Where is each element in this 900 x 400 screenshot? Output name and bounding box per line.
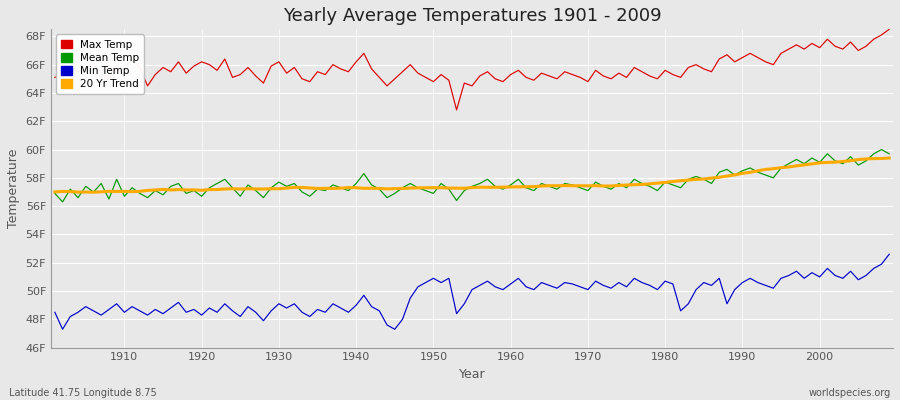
Y-axis label: Temperature: Temperature: [7, 149, 20, 228]
Text: Latitude 41.75 Longitude 8.75: Latitude 41.75 Longitude 8.75: [9, 388, 157, 398]
Title: Yearly Average Temperatures 1901 - 2009: Yearly Average Temperatures 1901 - 2009: [283, 7, 662, 25]
Text: worldspecies.org: worldspecies.org: [809, 388, 891, 398]
Legend: Max Temp, Mean Temp, Min Temp, 20 Yr Trend: Max Temp, Mean Temp, Min Temp, 20 Yr Tre…: [56, 34, 145, 94]
X-axis label: Year: Year: [459, 368, 485, 381]
